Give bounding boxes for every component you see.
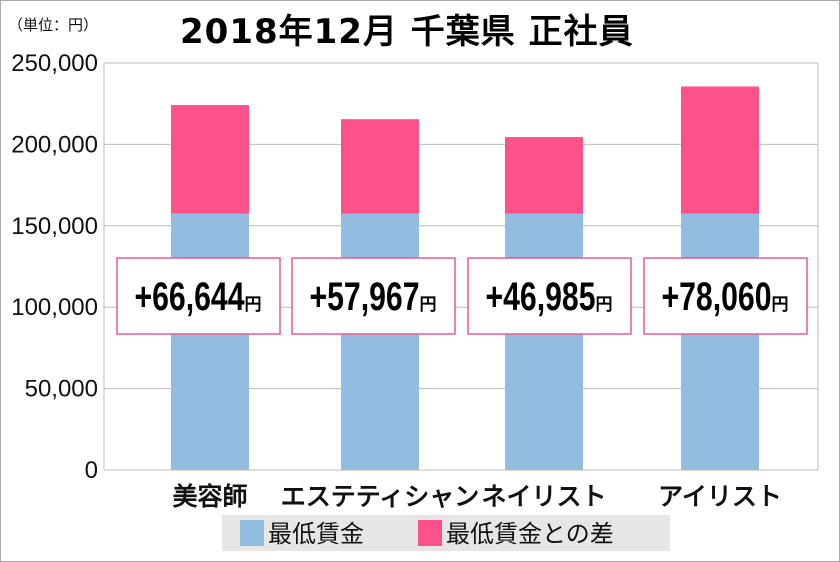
y-tick-label: 0 [85, 457, 98, 484]
y-tick-label: 250,000 [11, 50, 98, 77]
bar-diff [505, 137, 583, 214]
y-tick-label: 100,000 [11, 294, 98, 321]
unit-label: （単位：円） [8, 16, 99, 34]
category-label: 美容師 [172, 482, 247, 511]
data-label: +78,060円 [662, 275, 789, 319]
bar-base [505, 213, 583, 470]
bar-base [341, 213, 419, 470]
bar-diff [341, 119, 419, 214]
legend [222, 515, 670, 551]
category-label: エステティシャン [281, 482, 480, 511]
data-label: +46,985円 [486, 275, 613, 319]
y-tick-label: 200,000 [11, 131, 98, 158]
category-label: アイリスト [658, 482, 782, 511]
bar-base [681, 213, 759, 470]
category-label: ネイリスト [481, 482, 606, 511]
data-label-box [291, 257, 456, 335]
legend-label: 最低賃金との差 [446, 520, 614, 548]
bar-base [171, 213, 249, 470]
legend-label: 最低賃金 [268, 520, 364, 548]
data-label-box [116, 257, 281, 335]
y-tick-label: 50,000 [25, 376, 98, 403]
data-label-box [643, 257, 808, 335]
bar-diff [171, 105, 249, 214]
data-label: +66,644円 [135, 275, 262, 319]
chart-title: 2018年12月 千葉県 正社員 [180, 12, 634, 52]
bar-diff [681, 86, 759, 214]
legend-swatch-diff [418, 520, 442, 546]
data-label-box [467, 257, 632, 335]
y-tick-label: 150,000 [11, 213, 98, 240]
legend-swatch-base [240, 520, 264, 546]
data-label: +57,967円 [310, 275, 437, 319]
